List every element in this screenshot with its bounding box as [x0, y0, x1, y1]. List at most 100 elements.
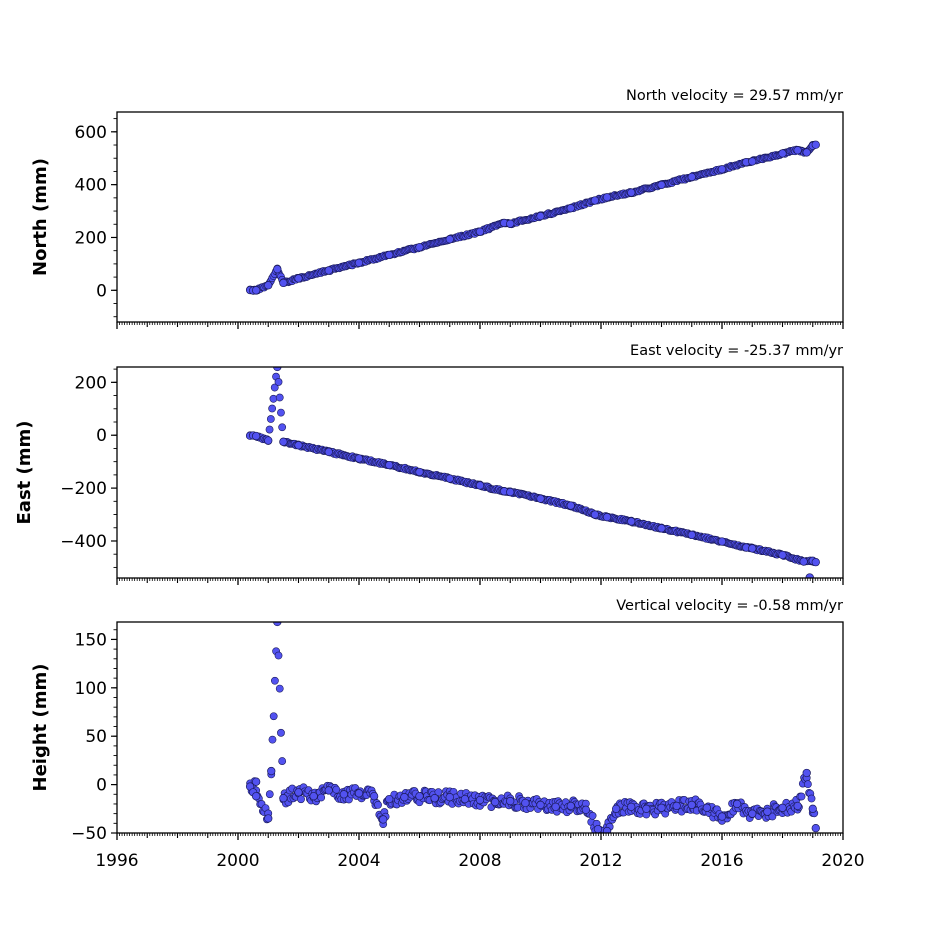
- data-point: [415, 467, 424, 477]
- data-point: [627, 802, 636, 812]
- data-point: [279, 278, 288, 288]
- data-point: [460, 794, 470, 804]
- data-point: [642, 804, 651, 813]
- data-point: [430, 794, 439, 803]
- data-point: [672, 801, 681, 811]
- y-tick-label: −400: [60, 532, 107, 552]
- data-point: [445, 474, 454, 483]
- y-tick-label: 200: [75, 373, 107, 393]
- data-point: [267, 766, 276, 776]
- data-point: [799, 557, 808, 566]
- data-point: [811, 557, 820, 567]
- data-point: [602, 513, 612, 522]
- data-point: [385, 250, 394, 260]
- data-point: [536, 800, 545, 810]
- y-tick-label: −50: [71, 824, 107, 844]
- data-point: [627, 517, 636, 526]
- panel-height: Vertical velocity = -0.58 mm/yr Height (m…: [30, 598, 865, 871]
- panel-north: North velocity = 29.57 mm/yr North (mm) 0 2…: [30, 88, 844, 329]
- data-point: [802, 768, 811, 778]
- x-tick-label: 2012: [579, 851, 622, 871]
- y-axis-label: Height (mm): [30, 664, 51, 792]
- data-point: [797, 792, 806, 801]
- data-point: [763, 807, 772, 816]
- data-point: [445, 793, 454, 802]
- y-axis-label: East (mm): [14, 421, 35, 525]
- data-point: [277, 728, 285, 737]
- y-tick-label: 50: [85, 727, 107, 747]
- data-point: [275, 684, 284, 693]
- y-tick-label: 0: [96, 281, 107, 301]
- axes-frame: [116, 111, 844, 323]
- data-point: [251, 431, 261, 441]
- data-point: [270, 383, 279, 392]
- data-point: [566, 801, 575, 811]
- data-point: [748, 544, 757, 553]
- data-point: [273, 265, 282, 274]
- data-point: [265, 425, 274, 434]
- data-point: [717, 165, 727, 174]
- data-point: [400, 793, 409, 802]
- data-point: [506, 796, 515, 806]
- data-point: [445, 235, 454, 244]
- data-point: [265, 790, 274, 799]
- y-axis-label: North (mm): [30, 158, 51, 276]
- data-point: [811, 140, 820, 149]
- data-point: [793, 146, 802, 155]
- data-point: [268, 735, 277, 744]
- data-point: [657, 180, 666, 190]
- data-point: [702, 803, 712, 812]
- data-point: [369, 792, 379, 801]
- data-point: [778, 550, 787, 560]
- panel-east: East velocity = -25.37 mm/yr East (mm) 200…: [14, 343, 844, 585]
- data-point: [297, 795, 305, 804]
- data-point: [475, 795, 485, 805]
- data-point: [748, 809, 757, 818]
- data-point: [317, 793, 326, 802]
- data-point: [588, 811, 597, 820]
- data-point: [274, 613, 281, 620]
- data-point: [294, 274, 303, 283]
- data-point: [251, 777, 261, 786]
- x-tick-label: 2000: [216, 851, 259, 871]
- data-point: [802, 148, 811, 157]
- data-point: [277, 408, 285, 417]
- data-point: [434, 788, 443, 797]
- data-point: [807, 794, 816, 803]
- data-points: [245, 367, 820, 578]
- data-point: [278, 757, 287, 765]
- x-tick-label: 1996: [95, 851, 138, 871]
- y-tick-label: 0: [96, 776, 107, 796]
- data-point: [551, 802, 560, 812]
- data-point: [279, 437, 288, 446]
- data-point: [581, 805, 591, 814]
- data-point: [266, 415, 275, 423]
- y-tick-label: 150: [75, 630, 107, 650]
- data-point: [339, 790, 349, 799]
- data-point: [808, 804, 817, 813]
- data-point: [602, 193, 612, 202]
- data-point: [602, 826, 612, 833]
- data-point: [593, 824, 603, 833]
- data-point: [475, 481, 485, 490]
- data-point: [804, 780, 812, 789]
- data-point: [379, 815, 388, 824]
- data-point: [354, 454, 364, 463]
- y-tick-label: 600: [75, 123, 107, 143]
- data-point: [294, 788, 303, 797]
- data-point: [521, 798, 530, 808]
- data-point: [717, 537, 727, 546]
- data-point: [811, 824, 820, 833]
- data-point: [274, 378, 283, 386]
- data-point: [611, 804, 621, 813]
- x-tick-label: 2008: [458, 851, 501, 871]
- data-point: [269, 394, 278, 403]
- data-point: [687, 800, 696, 810]
- data-point: [536, 211, 545, 221]
- data-point: [475, 227, 485, 236]
- data-point: [590, 510, 600, 519]
- data-point: [374, 800, 382, 809]
- data-point: [279, 794, 288, 803]
- data-point: [687, 172, 696, 182]
